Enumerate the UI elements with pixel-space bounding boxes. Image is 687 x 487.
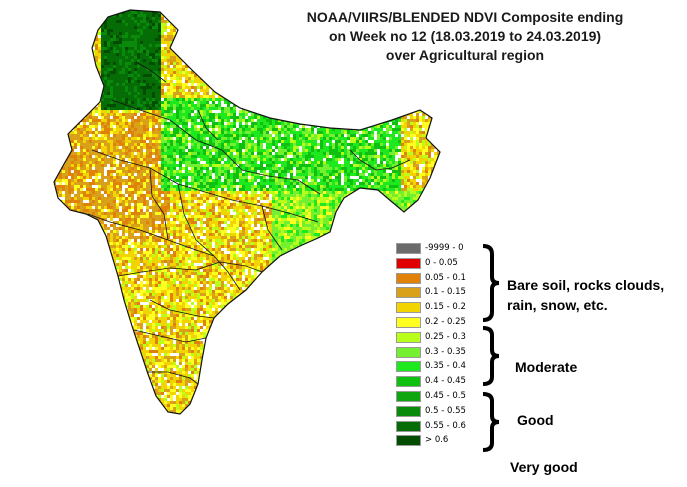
- legend-label: 0.25 - 0.3: [425, 331, 466, 342]
- legend-item: > 0.6: [396, 434, 496, 449]
- legend-swatch: [396, 302, 421, 314]
- brace-good: [482, 392, 500, 452]
- legend-item: 0.5 - 0.55: [396, 405, 496, 420]
- legend-label: 0.35 - 0.4: [425, 361, 466, 372]
- legend-swatch: [396, 316, 421, 328]
- category-bare-line-2: rain, snow, etc.: [507, 297, 608, 313]
- category-bare-line-1: Bare soil, rocks clouds,: [507, 277, 665, 293]
- legend-label: 0.2 - 0.25: [425, 316, 466, 327]
- legend-item: 0.55 - 0.6: [396, 420, 496, 435]
- legend-swatch: [396, 287, 421, 299]
- ndvi-raster: [54, 10, 440, 414]
- category-very-good: Very good: [510, 459, 578, 475]
- legend-swatch: [396, 361, 421, 373]
- legend-label: -9999 - 0: [425, 243, 464, 253]
- title-line-3: over Agricultural region: [385, 47, 545, 63]
- legend-label: 0.4 - 0.45: [425, 376, 466, 387]
- legend-label: 0 - 0.05: [425, 257, 458, 268]
- legend-label: > 0.6: [425, 435, 449, 446]
- title-line-2: on Week no 12 (18.03.2019 to 24.03.2019): [328, 28, 602, 44]
- legend-item: 0.05 - 0.1: [396, 272, 496, 287]
- legend-item: 0.25 - 0.3: [396, 331, 496, 346]
- legend-swatch: [396, 346, 421, 358]
- legend-item: 0.3 - 0.35: [396, 346, 496, 361]
- legend-label: 0.15 - 0.2: [425, 302, 466, 313]
- legend-swatch: [396, 435, 421, 447]
- brace-moderate: [482, 326, 500, 386]
- legend-swatch: [396, 272, 421, 284]
- legend-item: 0.15 - 0.2: [396, 301, 496, 316]
- legend-label: 0.3 - 0.35: [425, 346, 466, 357]
- legend-label: 0.45 - 0.5: [425, 390, 466, 401]
- category-bare-soil: Bare soil, rocks clouds, rain, snow, etc…: [507, 275, 664, 315]
- legend-swatch: [396, 376, 421, 388]
- legend-label: 0.05 - 0.1: [425, 272, 466, 283]
- legend-label: 0.5 - 0.55: [425, 405, 466, 416]
- legend-label: 0.55 - 0.6: [425, 420, 466, 431]
- ndvi-legend: -9999 - 0 0 - 0.05 0.05 - 0.1 0.1 - 0.15 0.1…: [396, 242, 496, 449]
- legend-swatch: [396, 420, 421, 432]
- legend-item: 0.1 - 0.15: [396, 286, 496, 301]
- category-moderate: Moderate: [515, 359, 578, 375]
- legend-item: 0.45 - 0.5: [396, 390, 496, 405]
- legend-swatch: [396, 257, 421, 269]
- legend-item: 0.2 - 0.25: [396, 316, 496, 331]
- category-good: Good: [517, 412, 554, 428]
- legend-swatch: [396, 243, 421, 254]
- state-boundaries: [87, 61, 411, 385]
- legend-swatch: [396, 331, 421, 343]
- legend-item: -9999 - 0: [396, 242, 496, 257]
- legend-swatch: [396, 405, 421, 417]
- legend-item: 0.4 - 0.45: [396, 375, 496, 390]
- legend-item: 0 - 0.05: [396, 257, 496, 272]
- legend-swatch: [396, 390, 421, 402]
- map-title: NOAA/VIIRS/BLENDED NDVI Composite ending…: [270, 8, 660, 65]
- brace-bare-soil: [482, 244, 500, 322]
- title-line-1: NOAA/VIIRS/BLENDED NDVI Composite ending: [306, 9, 624, 25]
- legend-label: 0.1 - 0.15: [425, 287, 466, 298]
- legend-item: 0.35 - 0.4: [396, 360, 496, 375]
